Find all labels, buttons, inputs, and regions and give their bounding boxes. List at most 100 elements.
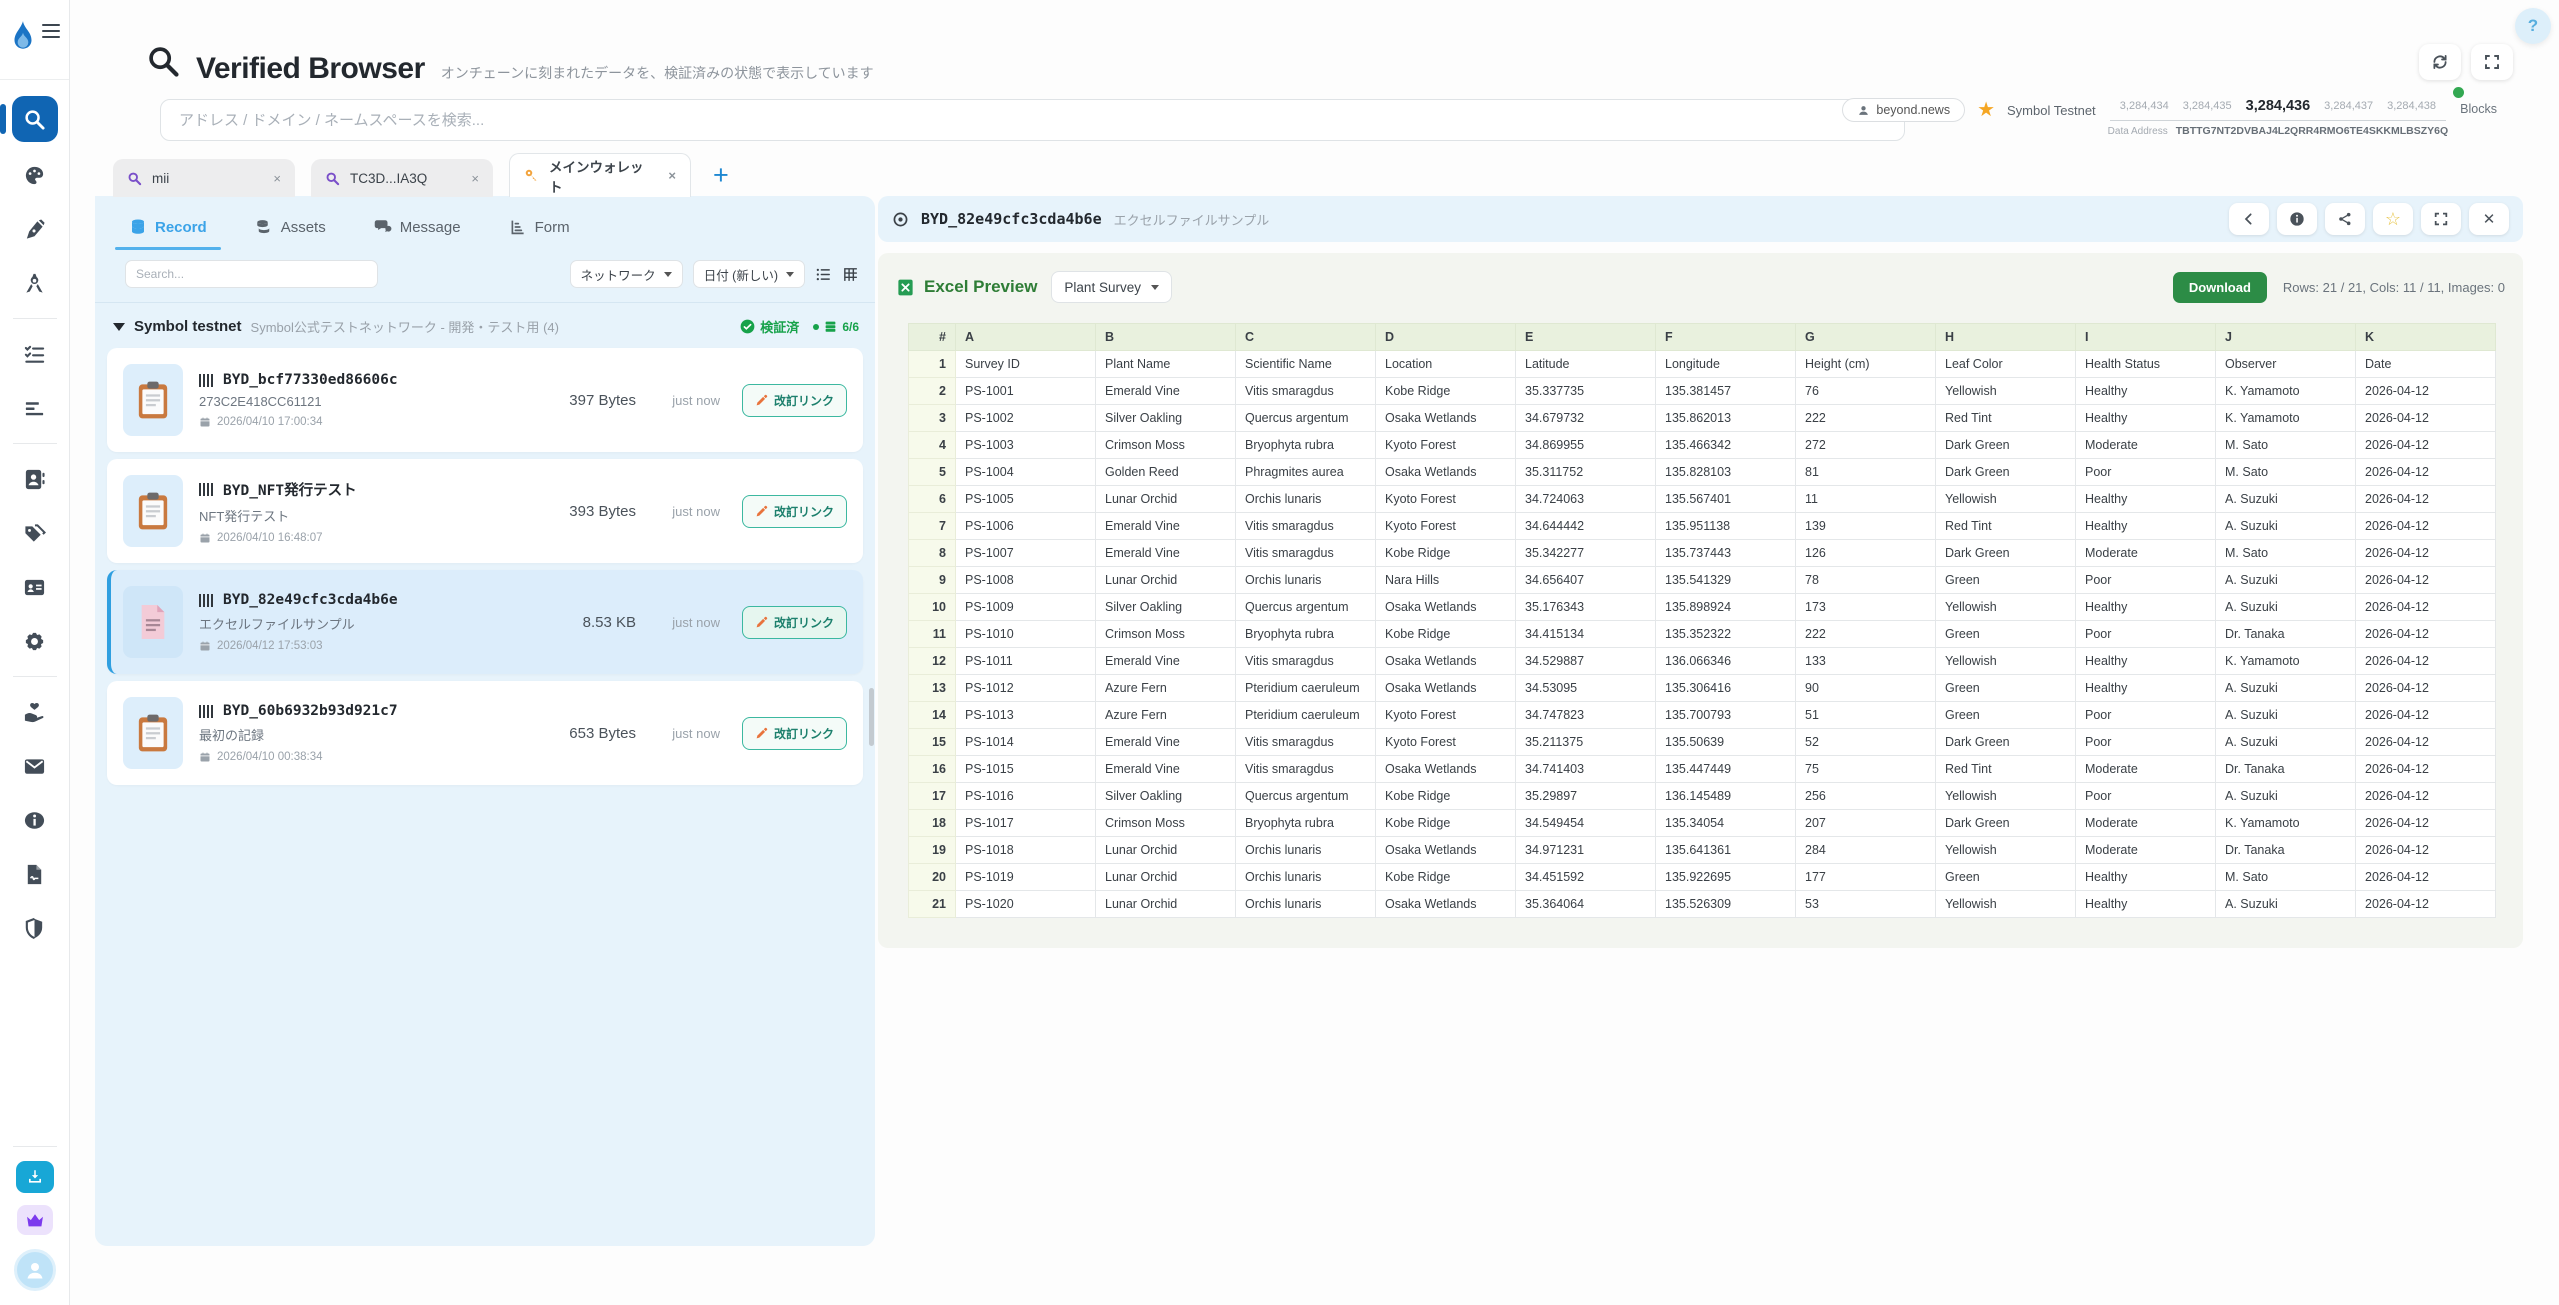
- data-cell: PS-1003: [956, 432, 1096, 459]
- data-cell: 2026-04-12: [2356, 783, 2496, 810]
- tab-main-wallet[interactable]: メインウォレット ×: [509, 153, 691, 197]
- shield-icon: [23, 917, 46, 940]
- share-button[interactable]: [2325, 203, 2365, 235]
- record-card[interactable]: BYD_60b6932b93d921c7 最初の記録 2026/04/10 00…: [107, 681, 863, 785]
- sidebar-item-analytics[interactable]: [12, 387, 58, 429]
- revision-link-button[interactable]: 改訂リンク: [742, 606, 847, 639]
- tab-tc3d[interactable]: TC3D...IA3Q ×: [311, 159, 493, 197]
- new-tab-button[interactable]: +: [707, 160, 735, 197]
- data-cell: Kyoto Forest: [1376, 702, 1516, 729]
- premium-button[interactable]: [17, 1205, 53, 1235]
- list-view-button[interactable]: [815, 266, 832, 283]
- download-app-button[interactable]: [16, 1161, 54, 1193]
- sidebar-item-design[interactable]: [12, 262, 58, 304]
- record-date: 2026/04/12 17:53:03: [217, 640, 323, 652]
- sidebar-item-id-card[interactable]: [12, 566, 58, 608]
- close-icon[interactable]: ×: [471, 171, 479, 186]
- sidebar-item-tags[interactable]: [12, 512, 58, 554]
- data-cell: Nara Hills: [1376, 567, 1516, 594]
- tab-mii[interactable]: mii ×: [113, 159, 295, 197]
- sheet-row: 3PS-1002Silver OaklingQuercus argentumOs…: [909, 405, 2496, 432]
- favorite-star-icon[interactable]: ★: [1977, 100, 1995, 120]
- clipboard-icon: [136, 713, 170, 753]
- back-button[interactable]: [2229, 203, 2269, 235]
- sidebar-item-search[interactable]: [12, 96, 58, 142]
- sidebar-item-theme[interactable]: [12, 154, 58, 196]
- data-cell: Osaka Wetlands: [1376, 459, 1516, 486]
- network-filter-select[interactable]: ネットワーク: [570, 260, 683, 288]
- expand-button[interactable]: [2421, 203, 2461, 235]
- pen-nib-icon: [23, 218, 46, 241]
- sheet-row: 9PS-1008Lunar OrchidOrchis lunarisNara H…: [909, 567, 2496, 594]
- grid-view-button[interactable]: [842, 266, 859, 283]
- row-number-cell: 15: [909, 729, 956, 756]
- barcode-icon: [199, 374, 215, 387]
- column-header-cell: A: [956, 324, 1096, 351]
- sheet-selector[interactable]: Plant Survey: [1051, 271, 1172, 303]
- data-cell: 2026-04-12: [2356, 378, 2496, 405]
- sidebar-item-info[interactable]: [12, 799, 58, 841]
- fullscreen-button[interactable]: [2471, 44, 2513, 80]
- record-date: 2026/04/10 17:00:34: [217, 416, 323, 428]
- record-search-input[interactable]: [125, 260, 378, 288]
- tab-assets[interactable]: Assets: [255, 218, 326, 250]
- data-cell: Silver Oakling: [1096, 594, 1236, 621]
- help-button[interactable]: ?: [2515, 8, 2551, 44]
- revision-link-button[interactable]: 改訂リンク: [742, 495, 847, 528]
- record-card[interactable]: BYD_NFT発行テスト NFT発行テスト 2026/04/10 16:48:0…: [107, 459, 863, 563]
- star-button[interactable]: ☆: [2373, 203, 2413, 235]
- network-group-header[interactable]: Symbol testnet Symbol公式テストネットワーク - 開発・テス…: [95, 303, 875, 346]
- record-card[interactable]: BYD_82e49cfc3cda4b6e エクセルファイルサンプル 2026/0…: [107, 570, 863, 674]
- bar-chart-icon: [23, 397, 46, 420]
- record-card[interactable]: BYD_bcf77330ed86606c 273C2E418CC61121 20…: [107, 348, 863, 452]
- sidebar-item-tasks[interactable]: [12, 333, 58, 375]
- scrollbar-thumb[interactable]: [869, 688, 874, 746]
- data-cell: 90: [1796, 675, 1936, 702]
- row-number-cell: 2: [909, 378, 956, 405]
- data-cell: 2026-04-12: [2356, 864, 2496, 891]
- viewer-header: BYD_82e49cfc3cda4b6e エクセルファイルサンプル ☆ ✕: [878, 196, 2523, 242]
- data-cell: Moderate: [2076, 837, 2216, 864]
- sheet-row: 5PS-1004Golden ReedPhragmites aureaOsaka…: [909, 459, 2496, 486]
- data-cell: A. Suzuki: [2216, 702, 2356, 729]
- user-avatar[interactable]: [14, 1249, 56, 1291]
- address-search-input[interactable]: [160, 99, 1905, 141]
- download-button[interactable]: Download: [2173, 272, 2267, 303]
- data-cell: Dark Green: [1936, 432, 2076, 459]
- tab-message[interactable]: Message: [374, 218, 461, 250]
- tab-record[interactable]: Record: [129, 218, 207, 250]
- sidebar: [0, 0, 70, 1305]
- data-cell: M. Sato: [2216, 459, 2356, 486]
- tab-label: メインウォレット: [549, 156, 648, 196]
- sort-filter-select[interactable]: 日付 (新しい): [693, 260, 805, 288]
- revision-link-button[interactable]: 改訂リンク: [742, 717, 847, 750]
- menu-icon[interactable]: [42, 20, 60, 41]
- account-pill[interactable]: beyond.news: [1842, 98, 1965, 122]
- record-size: 653 Bytes: [546, 725, 636, 742]
- sheet-row: 8PS-1007Emerald VineVitis smaragdusKobe …: [909, 540, 2496, 567]
- search-icon: [127, 171, 142, 186]
- refresh-button[interactable]: [2419, 44, 2461, 80]
- sidebar-item-contacts[interactable]: [12, 458, 58, 500]
- data-cell: PS-1013: [956, 702, 1096, 729]
- block-height-strip: 3,284,434 3,284,435 3,284,436 3,284,437 …: [2110, 98, 2446, 121]
- sidebar-item-settings[interactable]: [12, 620, 58, 662]
- info-button[interactable]: [2277, 203, 2317, 235]
- data-cell: PS-1020: [956, 891, 1096, 918]
- sidebar-item-donate[interactable]: [12, 691, 58, 733]
- close-button[interactable]: ✕: [2469, 203, 2509, 235]
- close-icon[interactable]: ×: [668, 168, 676, 183]
- sidebar-item-mail[interactable]: [12, 745, 58, 787]
- close-icon[interactable]: ×: [273, 171, 281, 186]
- sidebar-item-documents[interactable]: [12, 853, 58, 895]
- data-cell: M. Sato: [2216, 864, 2356, 891]
- sidebar-item-compose[interactable]: [12, 208, 58, 250]
- tab-form[interactable]: Form: [509, 218, 570, 250]
- data-cell: 2026-04-12: [2356, 837, 2496, 864]
- revision-link-button[interactable]: 改訂リンク: [742, 384, 847, 417]
- data-cell: Osaka Wetlands: [1376, 756, 1516, 783]
- sheet-row: 14PS-1013Azure FernPteridium caeruleumKy…: [909, 702, 2496, 729]
- close-icon: ✕: [2483, 210, 2496, 228]
- sidebar-item-security[interactable]: [12, 907, 58, 949]
- data-cell: 2026-04-12: [2356, 891, 2496, 918]
